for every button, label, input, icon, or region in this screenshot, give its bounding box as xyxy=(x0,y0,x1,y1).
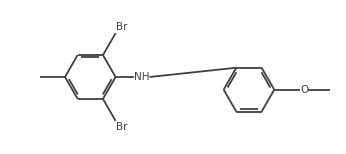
Text: Br: Br xyxy=(116,22,128,32)
Text: NH: NH xyxy=(134,72,150,82)
Text: O: O xyxy=(300,85,308,95)
Text: Br: Br xyxy=(116,122,128,132)
